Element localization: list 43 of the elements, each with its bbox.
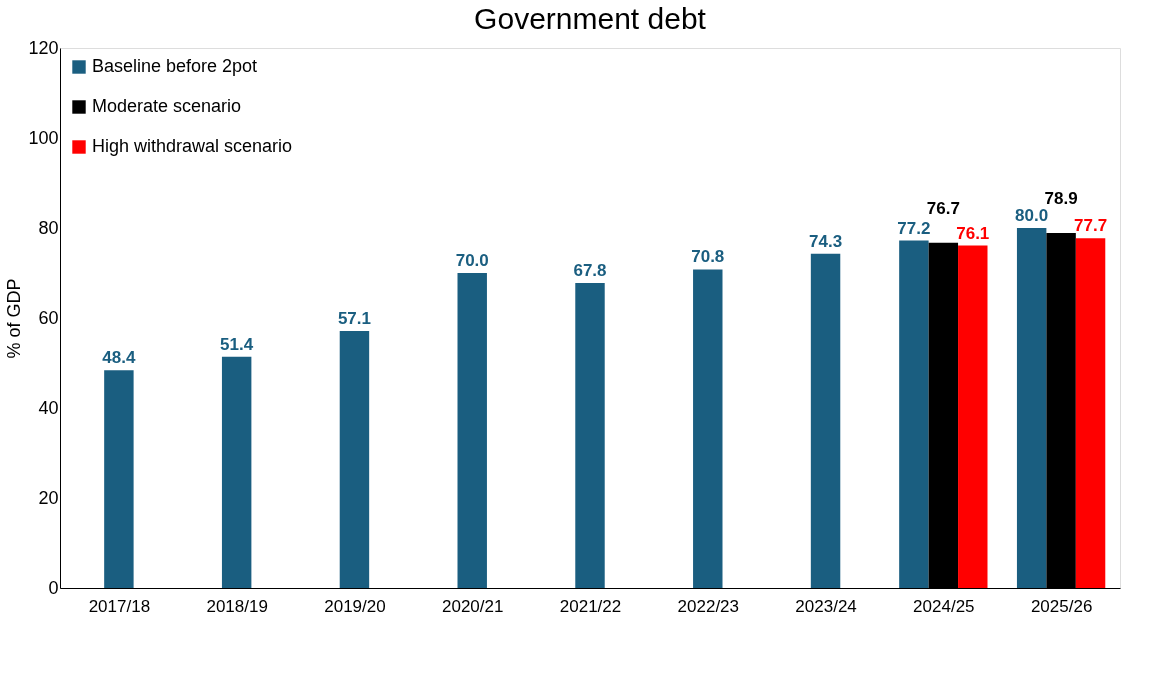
y-tick-label: 80 (38, 217, 59, 238)
y-tick-label: 60 (38, 307, 59, 328)
x-tick-label: 2025/26 (1030, 596, 1093, 616)
bar (575, 282, 605, 588)
data-label: 78.9 (1044, 188, 1078, 208)
x-tick-label: 2019/20 (324, 596, 386, 616)
chart-title: Government debt (474, 2, 707, 35)
y-axis-title: % of GDP (4, 278, 25, 359)
legend-label: High withdrawal scenario (92, 136, 293, 156)
x-tick-label: 2018/19 (206, 596, 268, 616)
bar (457, 273, 487, 588)
data-label: 57.1 (337, 309, 371, 329)
x-tick-label: 2020/21 (442, 596, 504, 616)
x-tick-label: 2017/18 (88, 596, 151, 616)
bar (104, 370, 134, 588)
x-tick-label: 2021/22 (559, 596, 622, 616)
x-tick-label: 2022/23 (677, 596, 739, 616)
x-tick-label: 2023/24 (795, 596, 857, 616)
data-label: 51.4 (220, 334, 254, 354)
bar (810, 253, 841, 588)
y-tick-label: 20 (38, 487, 59, 508)
bar (1075, 238, 1106, 588)
x-tick-label: 2024/25 (913, 596, 975, 616)
bar (339, 331, 370, 588)
data-label: 70.0 (455, 251, 489, 270)
legend-label: Baseline before 2pot (92, 56, 258, 76)
y-tick-label: 100 (28, 127, 59, 148)
bar (221, 356, 252, 588)
data-label: 77.2 (897, 218, 931, 238)
data-label: 76.7 (926, 198, 960, 218)
data-label: 70.8 (691, 247, 725, 267)
data-label: 67.8 (573, 260, 607, 280)
y-tick-label: 40 (38, 397, 59, 418)
data-label: 48.4 (102, 348, 136, 368)
data-label: 80.0 (1015, 206, 1049, 225)
data-label: 74.3 (809, 231, 843, 251)
bar (693, 269, 723, 588)
data-label: 77.7 (1074, 216, 1108, 236)
legend-label: Moderate scenario (92, 96, 242, 116)
y-tick-label: 120 (28, 37, 59, 58)
bar (958, 245, 988, 588)
y-tick-label: 0 (48, 577, 59, 598)
data-label: 76.1 (956, 223, 990, 243)
